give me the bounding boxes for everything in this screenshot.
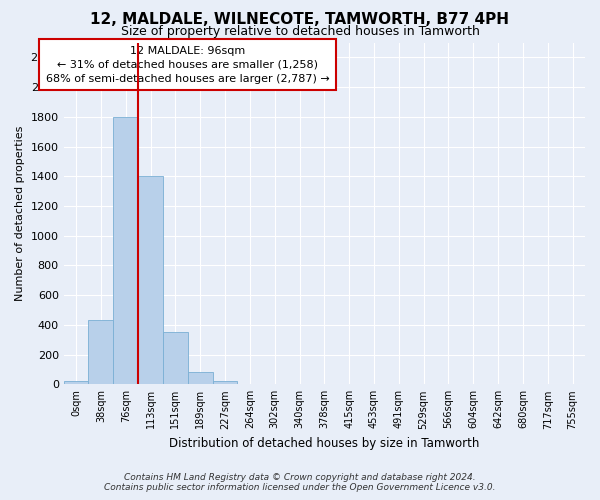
Bar: [138, 176, 163, 384]
Bar: [163, 332, 188, 384]
Text: Size of property relative to detached houses in Tamworth: Size of property relative to detached ho…: [121, 25, 479, 38]
Y-axis label: Number of detached properties: Number of detached properties: [15, 126, 25, 301]
Bar: [88, 320, 113, 384]
Text: 12 MALDALE: 96sqm
← 31% of detached houses are smaller (1,258)
68% of semi-detac: 12 MALDALE: 96sqm ← 31% of detached hous…: [46, 46, 329, 84]
X-axis label: Distribution of detached houses by size in Tamworth: Distribution of detached houses by size …: [169, 437, 479, 450]
Text: Contains HM Land Registry data © Crown copyright and database right 2024.
Contai: Contains HM Land Registry data © Crown c…: [104, 473, 496, 492]
Bar: [64, 382, 88, 384]
Bar: [212, 380, 238, 384]
Bar: [188, 372, 212, 384]
Bar: [113, 117, 138, 384]
Text: 12, MALDALE, WILNECOTE, TAMWORTH, B77 4PH: 12, MALDALE, WILNECOTE, TAMWORTH, B77 4P…: [91, 12, 509, 28]
